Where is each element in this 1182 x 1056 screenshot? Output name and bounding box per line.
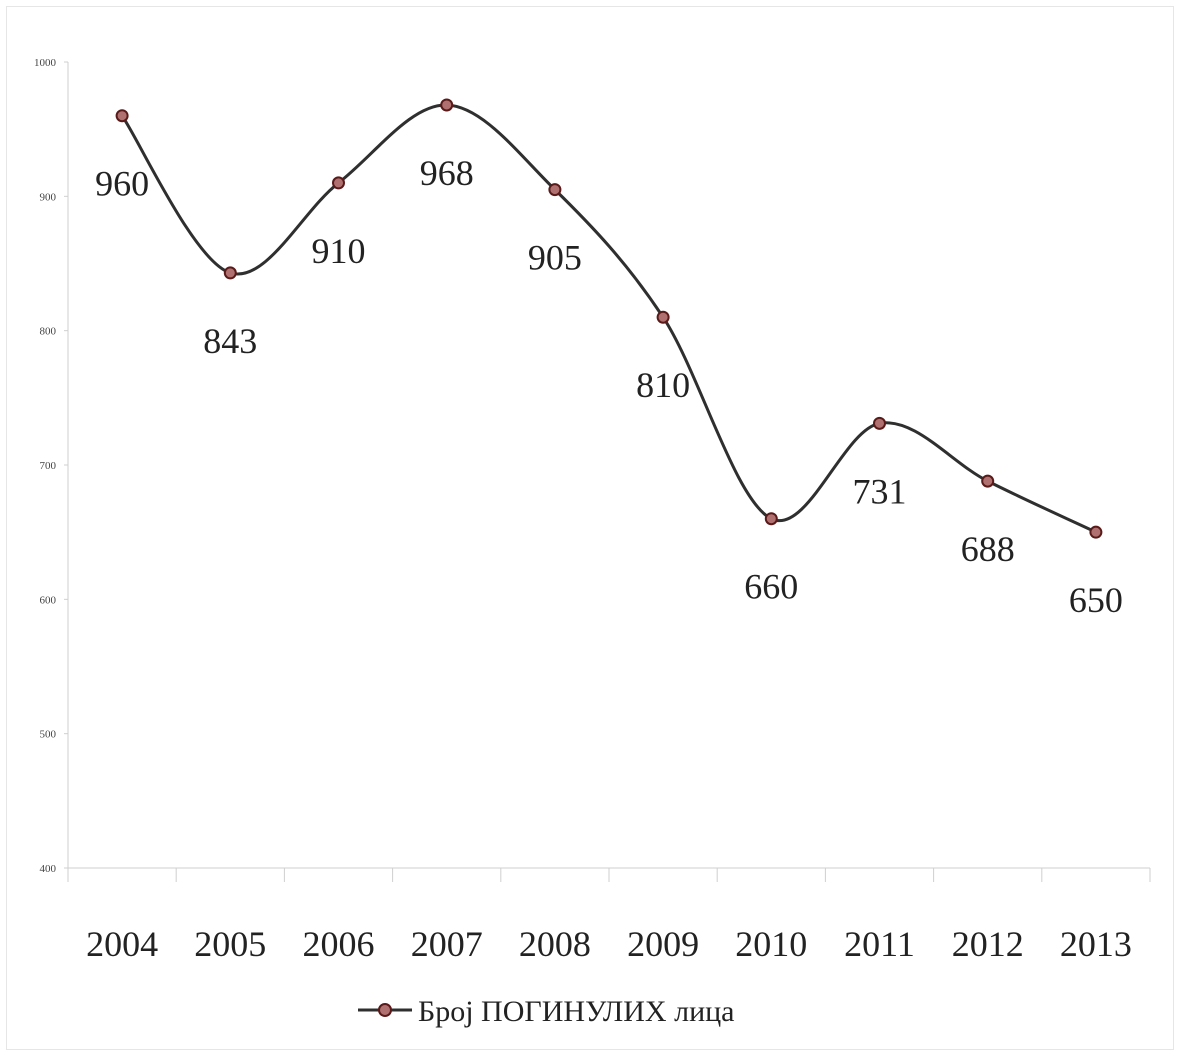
y-tick-label: 700 (40, 460, 57, 472)
data-label: 968 (420, 153, 474, 193)
legend-label: Број ПОГИНУЛИХ лица (418, 995, 735, 1028)
data-label: 905 (528, 238, 582, 278)
x-tick-label: 2006 (303, 924, 375, 964)
data-labels: 960 843 910 968 905 810 660 731 688 650 (95, 153, 1123, 620)
y-tick-label: 600 (40, 594, 57, 606)
x-tick-label: 2005 (194, 924, 266, 964)
x-tick-label: 2011 (844, 924, 915, 964)
data-label: 688 (961, 529, 1015, 569)
x-tick-label: 2012 (952, 924, 1024, 964)
y-tick-label: 1000 (34, 57, 57, 69)
data-point (548, 183, 562, 197)
y-tick-label: 900 (40, 191, 57, 203)
data-point (115, 109, 129, 123)
x-tick-label: 2007 (411, 924, 483, 964)
series-line (120, 103, 1097, 534)
legend: Број ПОГИНУЛИХ лица (358, 995, 735, 1028)
data-point (332, 176, 345, 190)
y-tick-label: 500 (40, 729, 57, 741)
y-tick-label: 400 (40, 863, 57, 875)
data-label: 810 (636, 365, 690, 405)
y-tick-label: 800 (40, 326, 57, 338)
legend-marker-swatch (378, 1003, 392, 1017)
data-point (764, 512, 778, 526)
data-point (1089, 525, 1103, 539)
series-group (115, 98, 1103, 539)
data-point (223, 266, 237, 280)
x-tick-label: 2010 (735, 924, 807, 964)
x-tick-label: 2004 (86, 924, 158, 964)
x-tick-label: 2013 (1060, 924, 1132, 964)
data-label: 660 (744, 567, 798, 607)
data-label: 843 (203, 321, 257, 361)
data-point (873, 416, 886, 430)
data-label: 731 (853, 471, 907, 511)
chart-frame (6, 6, 1174, 1050)
x-tick-label: 2009 (627, 924, 699, 964)
data-label: 650 (1069, 580, 1123, 620)
data-label: 910 (312, 231, 366, 271)
data-point (440, 98, 454, 112)
data-label: 960 (95, 164, 149, 204)
x-axis: 2004 2005 2006 2007 2008 2009 2010 2011 2012 2013 (67, 867, 1151, 964)
x-tick-label: 2008 (519, 924, 591, 964)
y-axis: 400 500 600 700 800 900 1000 (34, 57, 69, 875)
data-point (656, 310, 670, 324)
data-point (981, 474, 995, 488)
